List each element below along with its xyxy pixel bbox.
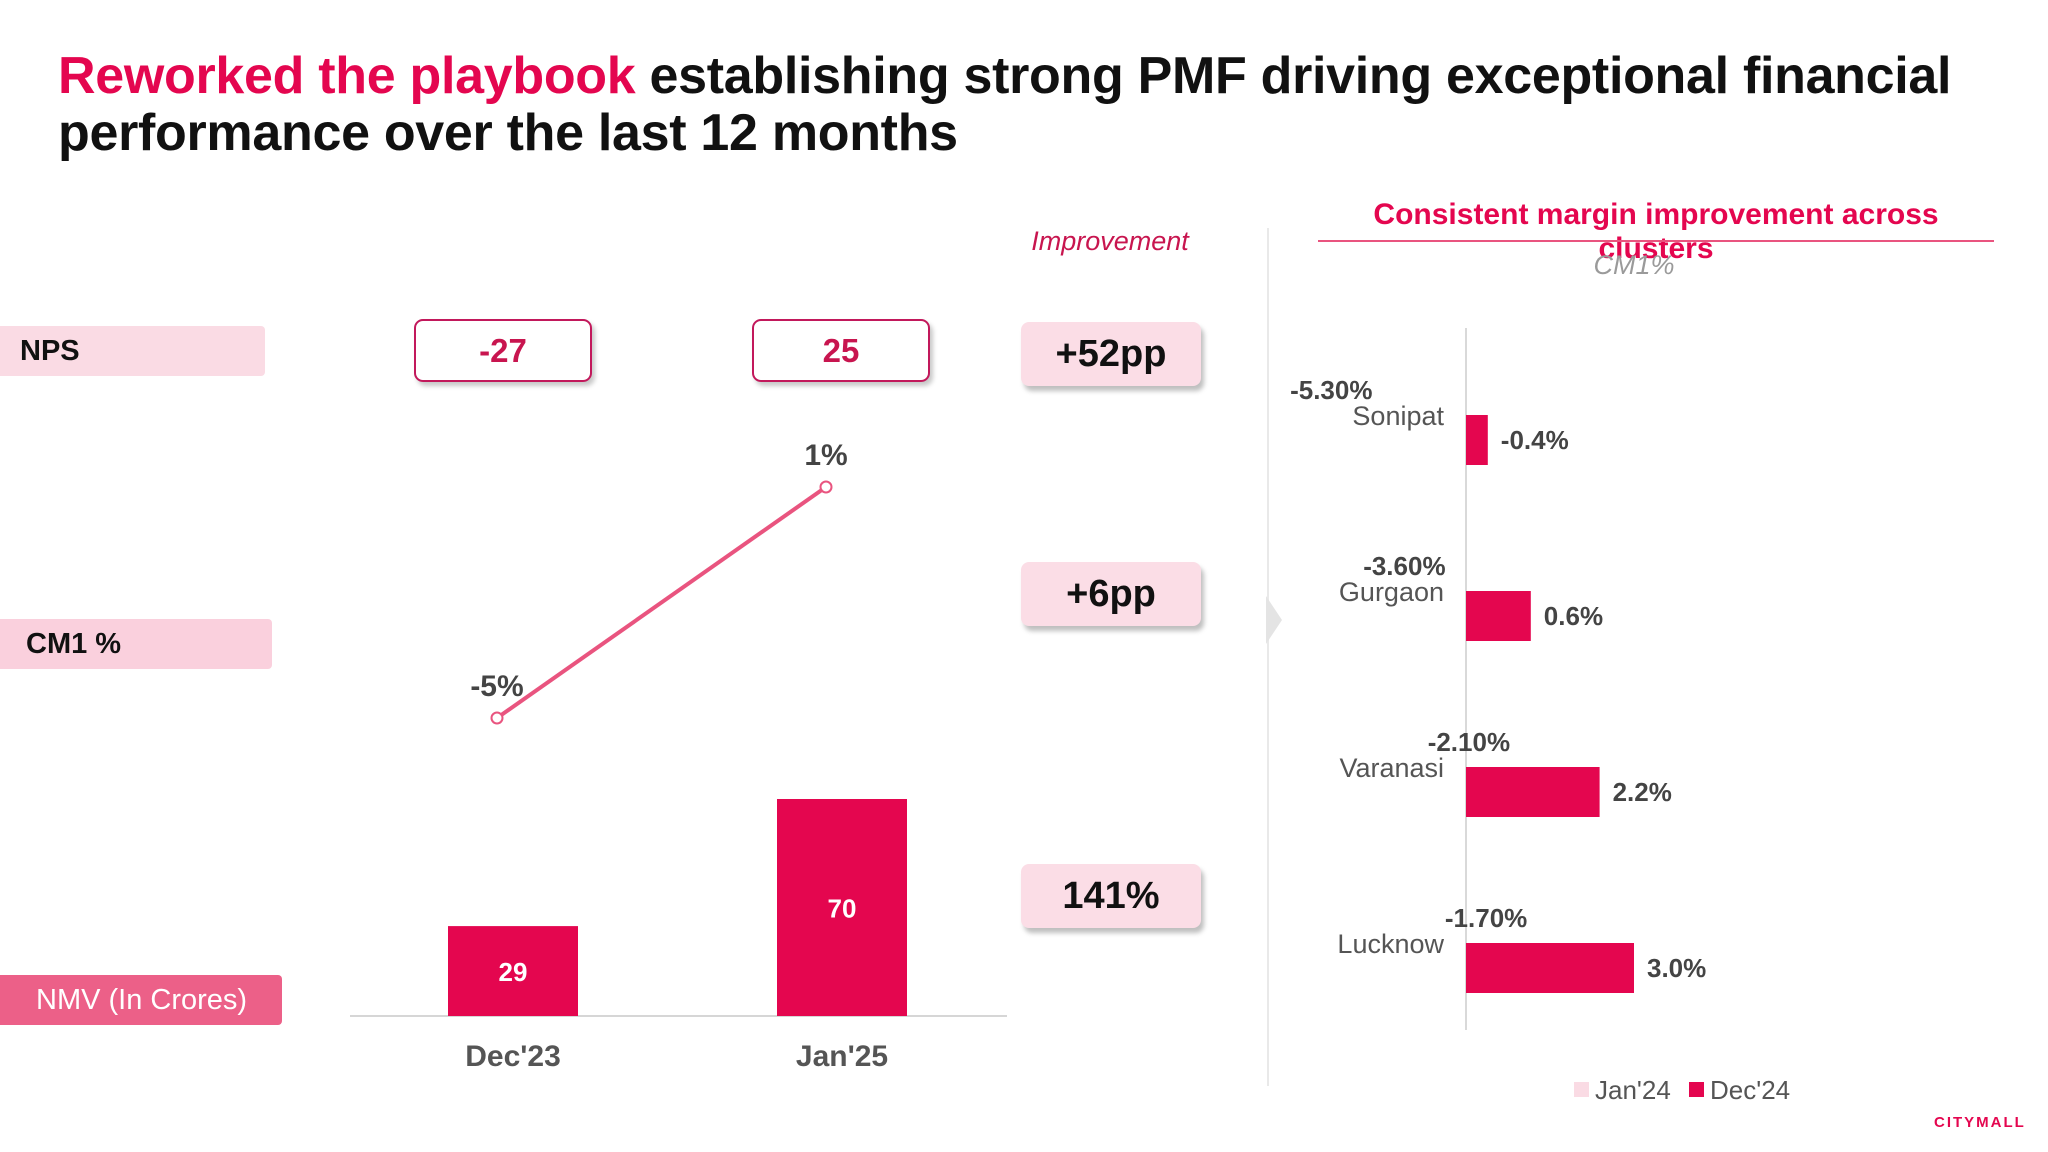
improvement-nmv: 141% — [1021, 864, 1201, 928]
nmv-row-label: NMV (In Crores) — [0, 975, 282, 1025]
improvement-header: Improvement — [1031, 226, 1189, 256]
brand-logo: CITYMALL — [1934, 1114, 2026, 1131]
cluster-bar-label-3-0: -1.70% — [1445, 903, 1527, 933]
legend-label-0: Jan'24 — [1595, 1075, 1671, 1105]
x-tick-label-1: Jan'25 — [796, 1040, 888, 1073]
cluster-bar-3-1 — [1466, 943, 1634, 993]
cluster-bar-label-1-1: 0.6% — [1544, 601, 1603, 631]
right-panel-title: Consistent margin improvement across clu… — [1373, 198, 1939, 265]
improvement-nps: +52pp — [1021, 322, 1201, 386]
cluster-bar-label-2-0: -2.10% — [1428, 727, 1510, 757]
cluster-bar-1-1 — [1466, 591, 1531, 641]
cm1-point-1 — [819, 480, 833, 494]
nmv-bar-label-1: 70 — [828, 894, 857, 924]
cluster-label-2: Varanasi — [1339, 753, 1444, 783]
legend-label-1: Dec'24 — [1710, 1075, 1790, 1105]
chevron-right-icon — [1266, 596, 1282, 644]
cluster-label-3: Lucknow — [1337, 929, 1444, 959]
slide-title-highlight: Reworked the playbook — [58, 47, 636, 105]
nps-value-dec23: -27 — [414, 319, 592, 382]
cluster-bar-label-2-1: 2.2% — [1613, 777, 1672, 807]
cluster-label-1: Gurgaon — [1339, 577, 1444, 607]
improvement-cm1: +6pp — [1021, 562, 1201, 626]
cluster-bar-label-3-1: 3.0% — [1647, 953, 1706, 983]
cm1-row-label: CM1 % — [0, 619, 272, 669]
cm1-line — [495, 485, 828, 720]
cluster-bar-0-1 — [1466, 415, 1488, 465]
nmv-bar-1 — [777, 799, 907, 1016]
cluster-label-0: Sonipat — [1352, 401, 1444, 431]
nps-row-label: NPS — [0, 326, 265, 376]
nps-value-jan25: 25 — [752, 319, 930, 382]
cm1-point-label-1: 1% — [804, 439, 847, 472]
cluster-bar-label-0-1: -0.4% — [1501, 425, 1569, 455]
x-tick-label-0: Dec'23 — [465, 1040, 561, 1073]
right-panel-rule — [1318, 240, 1994, 242]
legend-swatch-1 — [1689, 1082, 1704, 1097]
right-panel-subtitle: CM1% — [1593, 250, 1675, 280]
cluster-bar-label-1-0: -3.60% — [1363, 551, 1445, 581]
cm1-point-label-0: -5% — [470, 670, 523, 703]
cluster-bar-label-0-0: -5.30% — [1290, 375, 1372, 405]
cm1-point-0 — [490, 711, 504, 725]
panel-divider — [1267, 228, 1269, 1086]
slide-title-rest: establishing strong PMF driving exceptio… — [58, 47, 1952, 162]
cluster-bar-2-1 — [1466, 767, 1600, 817]
legend-swatch-0 — [1574, 1082, 1589, 1097]
slide-title: Reworked the playbook establishing stron… — [58, 48, 1958, 162]
nmv-bar-label-0: 29 — [499, 957, 528, 987]
nmv-bar-0 — [448, 926, 578, 1016]
